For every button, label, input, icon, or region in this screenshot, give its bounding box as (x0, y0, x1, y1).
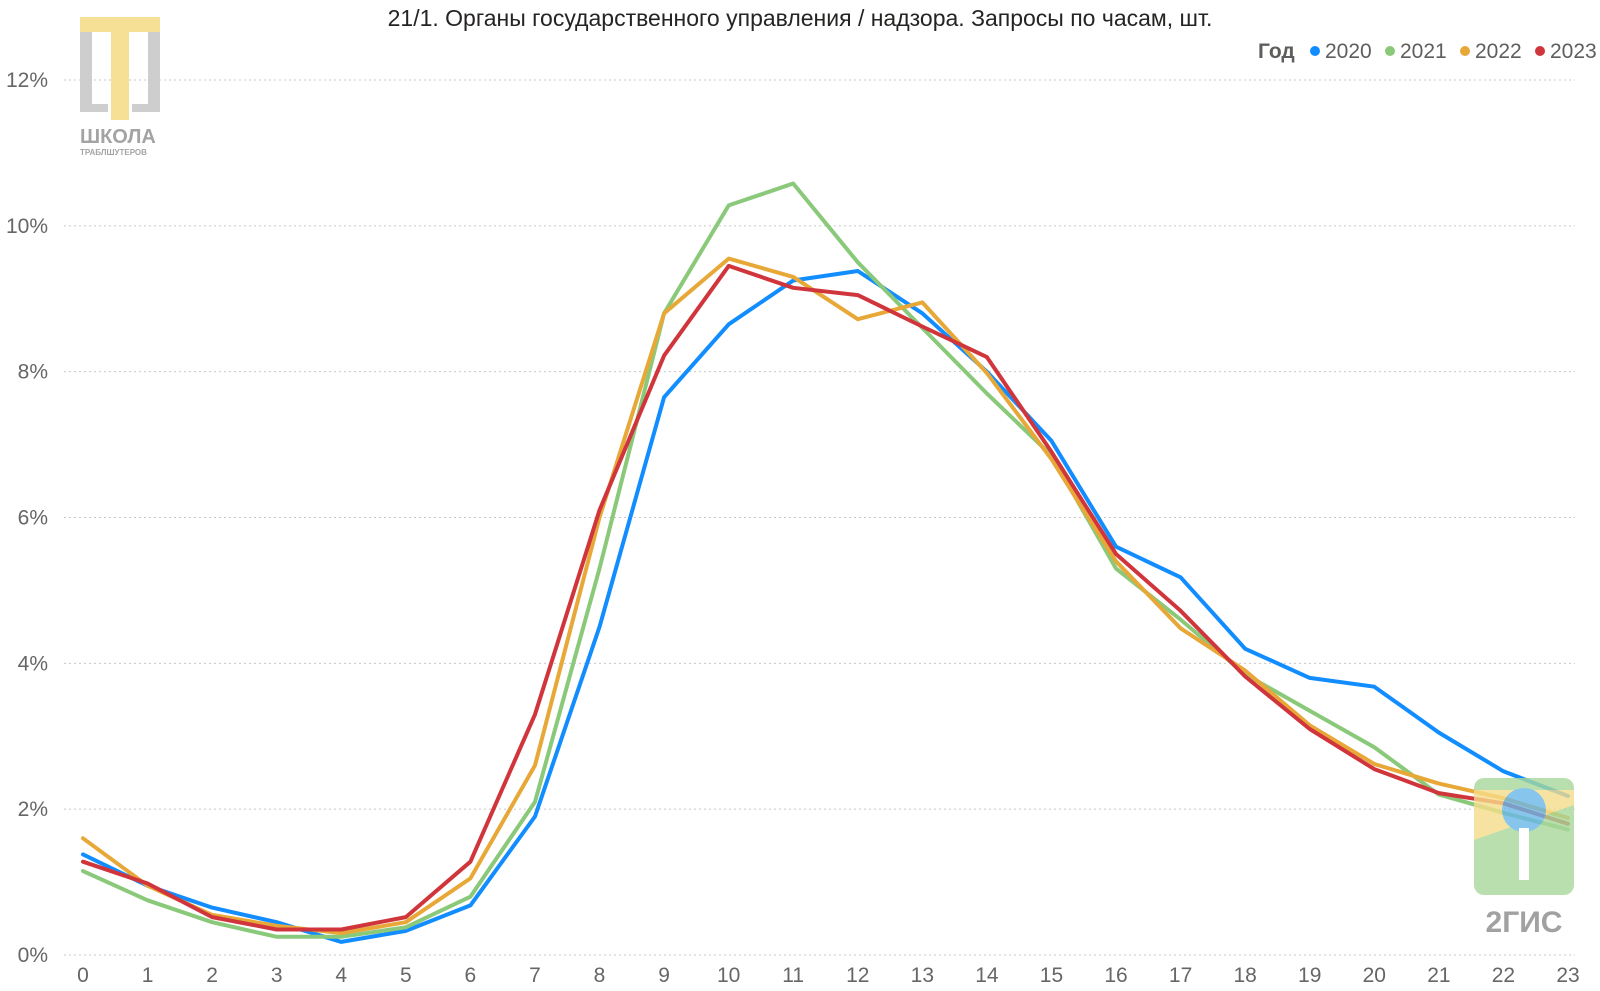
y-tick-label: 6% (18, 507, 48, 530)
logo-left-bar (80, 32, 92, 112)
y-tick-label: 8% (18, 361, 48, 384)
gis-logo-text: 2ГИС (1486, 906, 1563, 939)
gis-logo-pin-stem (1519, 828, 1529, 880)
x-tick-label: 23 (1556, 964, 1579, 987)
x-tick-label: 9 (658, 964, 670, 987)
x-tick-label: 8 (594, 964, 606, 987)
legend-label-2021: 2021 (1400, 40, 1447, 63)
chart-title: 21/1. Органы государственного управления… (388, 5, 1213, 31)
legend-marker-2021 (1385, 46, 1395, 56)
legend-label-2020: 2020 (1325, 40, 1372, 63)
x-tick-label: 21 (1427, 964, 1450, 987)
series-line-2022 (81, 256, 1570, 936)
x-tick-label: 4 (335, 964, 347, 987)
gis-logo-pin (1502, 788, 1546, 832)
x-tick-label: 1 (142, 964, 154, 987)
x-tick-label: 0 (77, 964, 89, 987)
x-tick-label: 20 (1363, 964, 1386, 987)
x-tick-label: 3 (271, 964, 283, 987)
x-tick-label: 7 (529, 964, 541, 987)
y-tick-label: 4% (18, 652, 48, 675)
legend-marker-2022 (1460, 46, 1470, 56)
legend-title: Год (1258, 40, 1295, 63)
x-tick-label: 19 (1298, 964, 1321, 987)
series-lines (81, 181, 1570, 944)
x-tick-label: 5 (400, 964, 412, 987)
x-tick-label: 11 (782, 964, 804, 987)
series-line-2023 (81, 263, 1570, 932)
y-axis-ticks: 0% 2% 4% 6% 8% 10% 12% (6, 69, 48, 967)
gis-logo: 2ГИС (1474, 778, 1574, 939)
x-tick-label: 15 (1040, 964, 1063, 987)
legend-marker-2023 (1535, 46, 1545, 56)
x-tick-label: 6 (465, 964, 477, 987)
x-tick-label: 2 (206, 964, 218, 987)
y-tick-label: 2% (18, 798, 48, 821)
x-tick-label: 12 (846, 964, 869, 987)
x-tick-label: 16 (1104, 964, 1127, 987)
x-axis-ticks: 0 1 2 3 4 5 6 7 8 9 10 11 12 13 14 15 16 17 18 19 20 21 22 23 (77, 964, 1580, 987)
x-tick-label: 10 (717, 964, 740, 987)
logo-right-bar (148, 32, 160, 112)
x-tick-label: 17 (1169, 964, 1192, 987)
logo-left-foot (80, 104, 108, 112)
logo-school-text: ШКОЛА (80, 126, 156, 148)
logo-right-foot (132, 104, 160, 112)
logo-school-subtext: ТРАБЛШУТЕРОВ (80, 148, 147, 157)
y-tick-label: 12% (6, 69, 48, 92)
x-tick-label: 14 (975, 964, 999, 987)
y-tick-label: 10% (6, 215, 48, 238)
x-tick-label: 18 (1233, 964, 1256, 987)
y-tick-label: 0% (18, 944, 48, 967)
legend-label-2023: 2023 (1550, 40, 1597, 63)
gridlines (64, 79, 1575, 956)
x-tick-label: 22 (1492, 964, 1515, 987)
series-line-2021 (81, 181, 1570, 939)
legend-items: 2020 2021 2022 2023 (1310, 40, 1597, 63)
legend: Год 2020 2021 2022 2023 (1258, 40, 1597, 63)
x-tick-label: 13 (911, 964, 934, 987)
logo-top-bar (80, 17, 160, 32)
school-logo: ШКОЛА ТРАБЛШУТЕРОВ (80, 17, 160, 157)
legend-marker-2020 (1310, 46, 1320, 56)
logo-stem (111, 32, 129, 120)
legend-label-2022: 2022 (1475, 40, 1522, 63)
